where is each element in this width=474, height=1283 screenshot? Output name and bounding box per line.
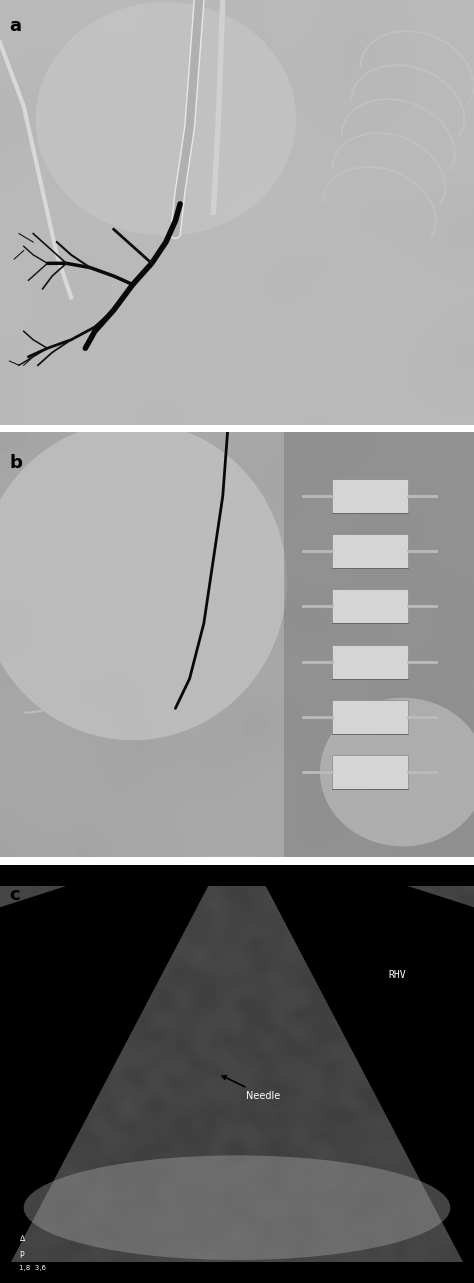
Bar: [332, 756, 408, 789]
Polygon shape: [0, 831, 237, 1283]
Text: RHV: RHV: [389, 970, 406, 980]
Polygon shape: [284, 432, 474, 857]
Ellipse shape: [0, 422, 287, 740]
Polygon shape: [0, 865, 474, 885]
Polygon shape: [237, 831, 474, 1283]
Polygon shape: [0, 1262, 474, 1283]
Bar: [332, 701, 408, 734]
Text: b: b: [9, 454, 22, 472]
Bar: [332, 479, 408, 513]
Bar: [332, 534, 408, 568]
Text: P: P: [19, 1251, 24, 1260]
Bar: [332, 644, 408, 679]
Bar: [332, 589, 408, 624]
Text: c: c: [9, 885, 20, 903]
Text: 1,8  3,6: 1,8 3,6: [19, 1265, 46, 1271]
Text: ∆: ∆: [19, 1234, 24, 1243]
Ellipse shape: [24, 1156, 450, 1260]
Text: Needle: Needle: [222, 1075, 281, 1101]
Ellipse shape: [36, 3, 296, 236]
Text: a: a: [9, 17, 21, 35]
Ellipse shape: [320, 698, 474, 847]
